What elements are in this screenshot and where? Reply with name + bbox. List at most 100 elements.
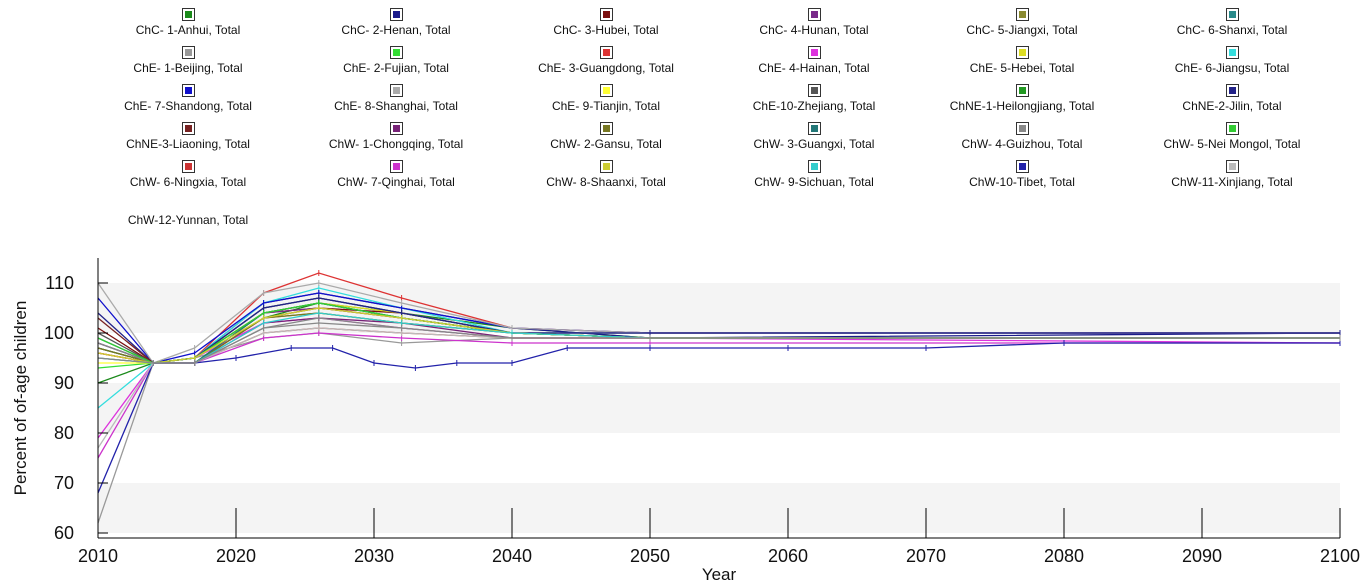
legend-item: ChE- 3-Guangdong, Total [501, 46, 711, 75]
legend-item: ChW-12-Yunnan, Total [83, 198, 293, 227]
legend-item: ChE- 5-Hebei, Total [917, 46, 1127, 75]
legend-item: ChC- 5-Jiangxi, Total [917, 8, 1127, 37]
legend-swatch-icon [599, 8, 613, 21]
legend-item: ChW- 7-Qinghai, Total [291, 160, 501, 189]
legend-label: ChW- 8-Shaanxi, Total [546, 175, 666, 189]
series-line [97, 342, 1340, 494]
legend-label: ChE- 9-Tianjin, Total [551, 99, 661, 113]
legend-swatch-icon [807, 46, 821, 59]
legend-swatch-icon [389, 46, 403, 59]
legend-label: ChNE-3-Liaoning, Total [126, 137, 250, 151]
legend-label: ChW-11-Xinjiang, Total [1171, 175, 1293, 189]
y-tick-label: 70 [54, 473, 74, 493]
y-axis-ticks: 60 70 80 90 100 110 [44, 273, 108, 543]
legend-label: ChNE-1-Heilongjiang, Total [949, 99, 1095, 113]
legend-item: ChE- 4-Hainan, Total [709, 46, 919, 75]
legend-item: ChE- 1-Beijing, Total [83, 46, 293, 75]
legend-swatch-icon [181, 46, 195, 59]
legend-label: ChE- 4-Hainan, Total [758, 61, 870, 75]
x-tick-label: 2050 [630, 546, 670, 566]
legend-swatch-icon [1225, 122, 1239, 135]
legend-label: ChW- 7-Qinghai, Total [337, 175, 455, 189]
legend-label: ChW- 6-Ningxia, Total [129, 175, 247, 189]
legend-swatch-icon [1015, 122, 1029, 135]
x-tick-label: 2080 [1044, 546, 1084, 566]
legend-label: ChE- 6-Jiangsu, Total [1174, 61, 1290, 75]
legend-item: ChE-10-Zhejiang, Total [709, 84, 919, 113]
y-tick-label: 100 [44, 323, 74, 343]
legend-swatch-icon [181, 160, 195, 173]
legend-item: ChW- 6-Ningxia, Total [83, 160, 293, 189]
legend-item: ChW-10-Tibet, Total [917, 160, 1127, 189]
legend-item: ChW- 9-Sichuan, Total [709, 160, 919, 189]
series-layer [97, 270, 1341, 526]
legend-swatch-icon [599, 160, 613, 173]
x-tick-label: 2010 [78, 546, 118, 566]
legend-item: ChE- 7-Shandong, Total [83, 84, 293, 113]
legend-swatch-icon [1225, 84, 1239, 97]
y-tick-label: 80 [54, 423, 74, 443]
legend-item: ChW- 5-Nei Mongol, Total [1127, 122, 1337, 151]
x-tick-label: 2060 [768, 546, 808, 566]
legend-swatch-icon [807, 122, 821, 135]
x-tick-label: 2020 [216, 546, 256, 566]
legend-swatch-icon [599, 84, 613, 97]
legend-label: ChE- 2-Fujian, Total [343, 61, 449, 75]
legend-label: ChW- 9-Sichuan, Total [754, 175, 874, 189]
legend-label: ChW- 5-Nei Mongol, Total [1163, 137, 1301, 151]
legend-item: ChC- 1-Anhui, Total [83, 8, 293, 37]
grid-band [98, 383, 1340, 433]
legend-swatch-icon [807, 84, 821, 97]
legend-item: ChNE-1-Heilongjiang, Total [917, 84, 1127, 113]
x-tick-label: 2040 [492, 546, 532, 566]
legend-swatch-icon [1225, 8, 1239, 21]
legend-swatch-icon [389, 122, 403, 135]
legend-item: ChW- 8-Shaanxi, Total [501, 160, 711, 189]
legend-swatch-icon [1015, 84, 1029, 97]
legend-label: ChW- 4-Guizhou, Total [961, 137, 1083, 151]
x-axis-title: Year [702, 565, 737, 584]
legend-label: ChW- 2-Gansu, Total [550, 137, 662, 151]
legend-label: ChC- 1-Anhui, Total [135, 23, 241, 37]
legend-label: ChE- 1-Beijing, Total [133, 61, 243, 75]
legend-item: ChNE-2-Jilin, Total [1127, 84, 1337, 113]
legend-item: ChW- 3-Guangxi, Total [709, 122, 919, 151]
legend-item: ChE- 8-Shanghai, Total [291, 84, 501, 113]
legend-label: ChC- 2-Henan, Total [341, 23, 451, 37]
legend-item: ChNE-3-Liaoning, Total [83, 122, 293, 151]
legend-swatch-icon [1225, 160, 1239, 173]
legend-item: ChC- 4-Hunan, Total [709, 8, 919, 37]
legend-item: ChE- 2-Fujian, Total [291, 46, 501, 75]
legend-label: ChE- 8-Shanghai, Total [334, 99, 458, 113]
x-axis-ticks: 2010 2020 2030 2040 2050 2060 2070 2080 2090 2100 [78, 508, 1360, 566]
x-tick-label: 2070 [906, 546, 946, 566]
legend-label: ChW- 3-Guangxi, Total [753, 137, 875, 151]
grid-band [98, 483, 1340, 533]
x-tick-label: 2090 [1182, 546, 1222, 566]
legend-item: ChC- 2-Henan, Total [291, 8, 501, 37]
legend-swatch-icon [807, 8, 821, 21]
legend-swatch-icon [181, 8, 195, 21]
chart-legend: ChC- 1-Anhui, Total ChC- 2-Henan, Total Ch… [0, 0, 1371, 240]
legend-swatch-icon [1225, 46, 1239, 59]
y-tick-label: 60 [54, 523, 74, 543]
legend-label: ChW-12-Yunnan, Total [127, 213, 249, 227]
legend-label: ChW-10-Tibet, Total [969, 175, 1075, 189]
legend-label: ChC- 4-Hunan, Total [759, 23, 869, 37]
y-tick-label: 110 [45, 273, 74, 293]
legend-swatch-icon [1015, 46, 1029, 59]
legend-label: ChNE-2-Jilin, Total [1182, 99, 1282, 113]
legend-item: ChC- 3-Hubei, Total [501, 8, 711, 37]
legend-label: ChC- 3-Hubei, Total [553, 23, 659, 37]
legend-item: ChW- 2-Gansu, Total [501, 122, 711, 151]
legend-label: ChE- 3-Guangdong, Total [538, 61, 674, 75]
legend-item: ChW- 1-Chongqing, Total [291, 122, 501, 151]
x-tick-label: 2100 [1320, 546, 1360, 566]
legend-swatch-icon [181, 122, 195, 135]
legend-item: ChE- 9-Tianjin, Total [501, 84, 711, 113]
legend-label: ChE-10-Zhejiang, Total [752, 99, 876, 113]
y-axis-title: Percent of of-age children [11, 301, 30, 496]
legend-swatch-icon [389, 84, 403, 97]
legend-label: ChC- 5-Jiangxi, Total [966, 23, 1078, 37]
